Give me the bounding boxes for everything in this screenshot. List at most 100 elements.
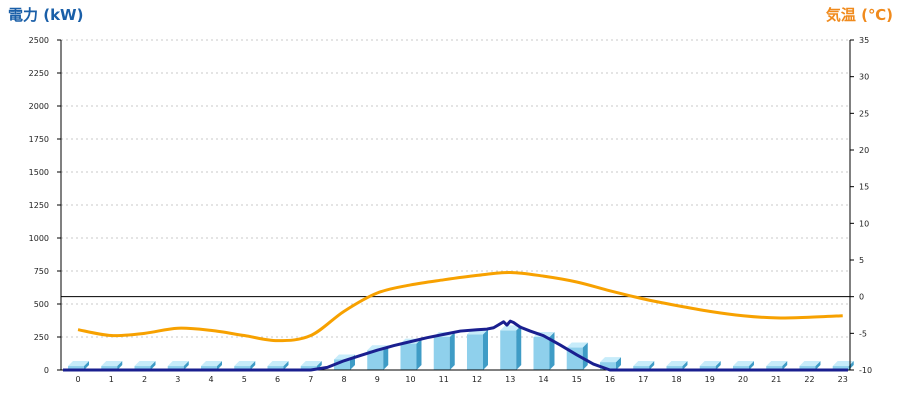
x-tick-label: 11: [439, 375, 449, 384]
right-axis-title: 気温 (℃): [826, 6, 893, 24]
bar-face: [699, 366, 716, 370]
x-tick-label: 10: [405, 375, 415, 384]
right-tick-label: 10: [859, 219, 869, 228]
x-tick-label: 21: [771, 375, 781, 384]
left-tick-label: 0: [44, 366, 49, 375]
power-bar: [766, 361, 788, 370]
x-tick-label: 0: [75, 375, 80, 384]
bar-side: [84, 361, 89, 370]
left-tick-label: 2500: [29, 36, 49, 45]
bar-face: [533, 337, 550, 370]
right-tick-label: 5: [859, 256, 864, 265]
bar-side: [250, 361, 256, 370]
x-tick-label: 20: [738, 375, 748, 384]
bar-face: [367, 350, 384, 370]
right-tick-label: -10: [859, 366, 872, 375]
right-tick-label: 30: [859, 73, 869, 82]
power-bar: [533, 332, 555, 370]
bar-face: [566, 347, 583, 370]
bar-face: [134, 366, 151, 370]
x-tick-label: 17: [638, 375, 648, 384]
bar-face: [766, 366, 783, 370]
bar-side: [150, 361, 156, 370]
power-bar: [367, 345, 389, 370]
left-tick-label: 250: [34, 333, 49, 342]
left-tick-label: 1500: [29, 168, 49, 177]
bar-top: [101, 361, 123, 367]
x-tick-label: 8: [341, 375, 346, 384]
bar-top: [666, 361, 688, 367]
bar-face: [666, 366, 683, 370]
bar-side: [516, 325, 522, 370]
left-tick-label: 1750: [29, 135, 49, 144]
bar-face: [599, 362, 616, 370]
bar-top: [267, 361, 289, 367]
grid-lines: [61, 39, 850, 338]
bar-face: [433, 337, 450, 370]
power-bar: [234, 361, 256, 370]
x-tick-label: 12: [472, 375, 482, 384]
bar-face: [732, 366, 749, 370]
series-lines: [63, 270, 848, 372]
power-bar: [267, 361, 289, 370]
x-tick-label: 3: [175, 375, 180, 384]
right-tick-label: 0: [859, 293, 864, 302]
bar-face: [167, 366, 184, 370]
x-tick-label: 9: [375, 375, 380, 384]
bar-face: [832, 366, 849, 370]
x-tick-label: 15: [572, 375, 582, 384]
bar-top: [832, 361, 854, 367]
x-tick-label: 23: [838, 375, 848, 384]
right-tick-label: 25: [859, 109, 869, 118]
bar-top: [732, 361, 754, 367]
left-tick-label: 750: [34, 267, 49, 276]
power-bar: [101, 361, 123, 370]
bar-top: [599, 357, 621, 363]
x-tick-label: 4: [208, 375, 213, 384]
bar-face: [300, 366, 317, 370]
left-tick-label: 2000: [29, 102, 49, 111]
power-bar: [500, 325, 522, 370]
bar-top: [500, 325, 522, 331]
bar-top: [633, 361, 655, 367]
right-tick-label: 15: [859, 183, 869, 192]
bar-face: [68, 366, 84, 370]
tick-labels: 02505007501000125015001750200022502500-1…: [29, 36, 872, 384]
x-tick-label: 18: [671, 375, 681, 384]
bar-side: [482, 329, 488, 370]
bar-face: [267, 366, 284, 370]
bar-side: [649, 361, 655, 370]
bar-side: [748, 361, 754, 370]
power-bar: [200, 361, 222, 370]
bar-top: [167, 361, 189, 367]
power-bars: [68, 325, 854, 370]
bar-top: [200, 361, 222, 367]
left-tick-label: 1000: [29, 234, 49, 243]
bar-top: [566, 342, 588, 348]
bar-top: [234, 361, 256, 367]
bar-face: [500, 330, 517, 370]
bar-side: [117, 361, 123, 370]
bar-side: [416, 338, 422, 370]
power-bar: [732, 361, 754, 370]
bar-side: [682, 361, 688, 370]
power-bar: [799, 361, 821, 370]
bar-side: [449, 332, 455, 370]
power-bar: [433, 332, 455, 370]
x-tick-label: 5: [242, 375, 247, 384]
x-tick-label: 22: [804, 375, 814, 384]
power-bar: [134, 361, 156, 370]
x-tick-label: 19: [705, 375, 715, 384]
power-bar: [666, 361, 688, 370]
power-bar: [599, 357, 621, 370]
bar-top: [68, 361, 89, 367]
bar-top: [766, 361, 788, 367]
temperature-line: [77, 270, 843, 343]
bar-side: [715, 361, 721, 370]
bar-side: [582, 342, 588, 370]
power-bar: [466, 329, 488, 370]
power-line: [63, 319, 848, 372]
x-tick-label: 7: [308, 375, 313, 384]
x-tick-label: 16: [605, 375, 615, 384]
